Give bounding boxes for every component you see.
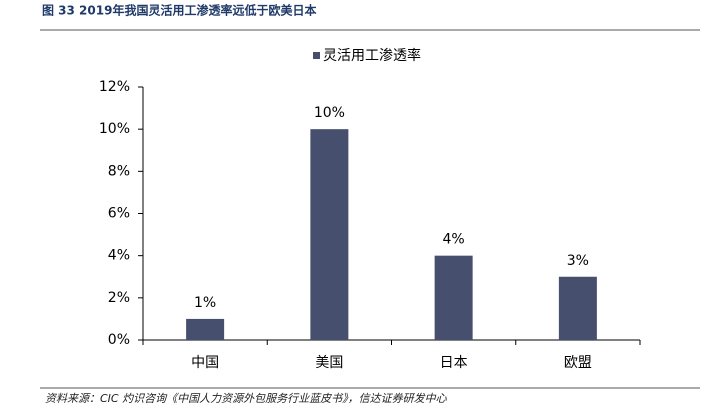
value-label: 3%	[567, 253, 589, 269]
y-tick-label: 8%	[108, 163, 130, 179]
y-tick-label: 4%	[108, 248, 130, 264]
chart-title: 图 33 2019年我国灵活用工渗透率远低于欧美日本	[42, 3, 316, 18]
value-label: 1%	[194, 295, 216, 311]
y-tick-label: 12%	[99, 79, 130, 95]
legend-label: 灵活用工渗透率	[323, 47, 421, 64]
y-tick-label: 6%	[108, 206, 130, 222]
x-tick-label: 中国	[191, 355, 219, 371]
bar	[558, 276, 597, 340]
legend-swatch	[313, 52, 320, 59]
y-tick-label: 10%	[99, 121, 130, 137]
value-label: 4%	[443, 232, 465, 248]
bar	[310, 129, 349, 340]
x-tick-label: 美国	[315, 355, 343, 371]
y-tick-label: 2%	[108, 290, 130, 306]
y-tick-label: 0%	[108, 332, 130, 348]
bar	[434, 255, 473, 340]
x-tick-label: 日本	[440, 355, 468, 371]
bar	[186, 318, 225, 340]
x-tick-label: 欧盟	[564, 355, 592, 371]
source-note: 资料来源：CIC 灼识咨询《中国人力资源外包服务行业蓝皮书》，信达证券研发中心	[45, 392, 448, 405]
value-label: 10%	[314, 105, 345, 121]
